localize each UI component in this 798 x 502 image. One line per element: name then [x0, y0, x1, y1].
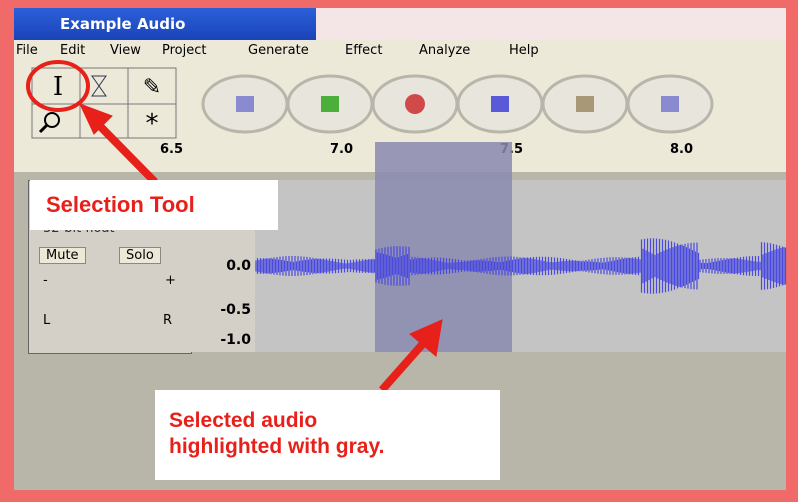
transport-icon — [491, 96, 509, 112]
transport-icon — [405, 94, 425, 114]
screenshot: Example Audio FileEditViewProjectGenerat… — [0, 0, 798, 502]
multi-tool-icon[interactable]: * — [146, 109, 159, 139]
selection-highlight — [375, 142, 512, 352]
transport-buttons — [203, 76, 712, 132]
note-line: Selected audio — [169, 408, 500, 434]
draw-tool-icon[interactable]: ✎ — [143, 75, 161, 100]
note-line: highlighted with gray. — [169, 434, 500, 460]
selection-tool-note: Selection Tool — [30, 180, 278, 230]
transport-icon — [236, 96, 254, 112]
transport-icon — [576, 96, 594, 112]
waveform-path — [256, 238, 786, 293]
waveform — [256, 238, 786, 293]
selection-tool-icon[interactable]: I — [53, 72, 63, 102]
selected-audio-note: Selected audio highlighted with gray. — [155, 390, 500, 480]
transport-icon — [661, 96, 679, 112]
transport-icon — [321, 96, 339, 112]
